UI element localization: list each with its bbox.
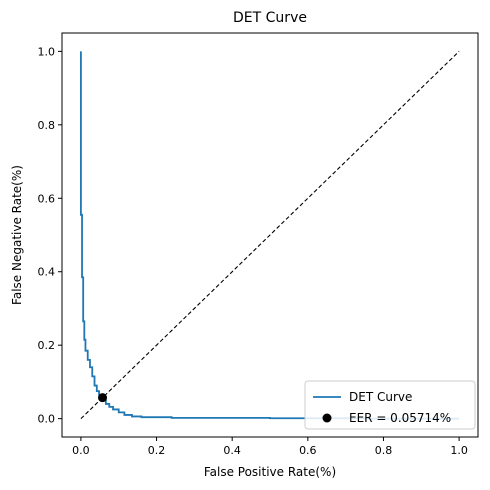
x-tick-label: 0.0 <box>72 444 90 457</box>
y-tick-label: 0.6 <box>38 192 56 205</box>
legend-box <box>304 380 476 430</box>
legend-entry-eer: EER = 0.05714% <box>349 411 451 425</box>
chart-title: DET Curve <box>233 10 307 26</box>
legend: DET Curve EER = 0.05714% <box>304 380 476 430</box>
plot-area <box>61 32 479 438</box>
x-tick-label: 0.6 <box>299 444 317 457</box>
y-axis-label: False Negative Rate(%) <box>10 165 24 305</box>
legend-entry-det-curve: DET Curve <box>349 390 412 404</box>
y-tick-label: 0.0 <box>38 413 56 426</box>
y-tick-label: 1.0 <box>38 45 56 58</box>
x-tick-label: 1.0 <box>450 444 468 457</box>
plot-frame <box>61 32 479 438</box>
legend-point-swatch <box>322 413 332 423</box>
x-axis: 0.0 0.2 0.4 0.6 0.8 1.0 <box>72 437 468 457</box>
x-tick-label: 0.4 <box>223 444 241 457</box>
eer-point <box>98 393 108 403</box>
x-tick-label: 0.8 <box>375 444 393 457</box>
x-axis-label: False Positive Rate(%) <box>204 465 336 479</box>
y-tick-label: 0.2 <box>38 339 56 352</box>
diagonal-reference-line <box>80 50 460 420</box>
y-tick-label: 0.4 <box>38 266 56 279</box>
y-tick-label: 0.8 <box>38 119 56 132</box>
x-tick-label: 0.2 <box>148 444 166 457</box>
y-axis: 0.0 0.2 0.4 0.6 0.8 1.0 <box>38 45 62 426</box>
